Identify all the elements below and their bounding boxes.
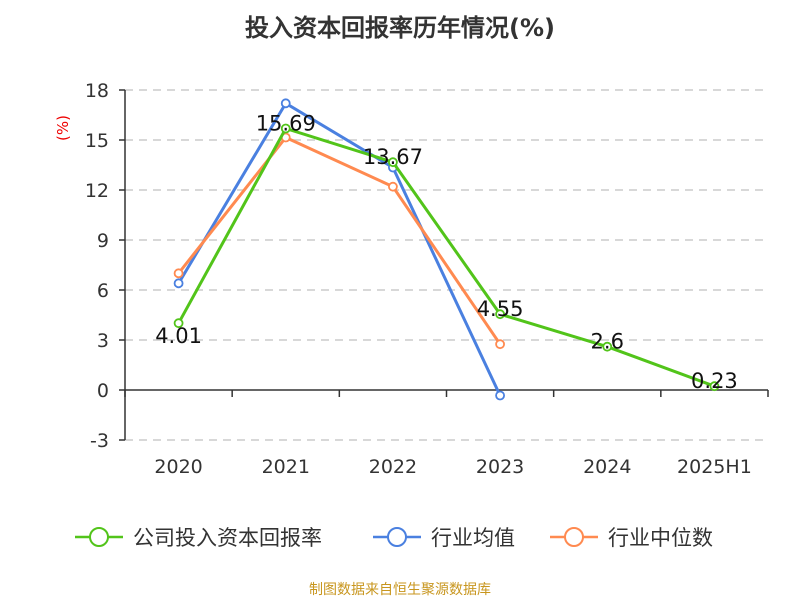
- y-tick-label: 18: [85, 80, 109, 102]
- y-tick-label: 15: [85, 130, 109, 152]
- series-line: [177, 126, 715, 388]
- data-point: [173, 318, 184, 329]
- data-point: [388, 157, 398, 168]
- legend-marker: [89, 527, 109, 547]
- data-point: [173, 268, 184, 279]
- data-point: [280, 123, 291, 134]
- data-label: 0.23: [691, 369, 738, 393]
- chart-title: 投入资本回报率历年情况(%): [245, 14, 555, 42]
- source-note: 制图数据来自恒生聚源数据库: [309, 582, 491, 598]
- series-line: [177, 135, 502, 346]
- data-label: 15.69: [256, 112, 316, 136]
- y-tick-label: 3: [97, 330, 109, 352]
- data-point: [388, 181, 398, 192]
- data-point: [495, 390, 505, 401]
- legend-label: 公司投入资本回报率: [133, 526, 322, 550]
- x-tick-label: 2023: [476, 456, 524, 478]
- data-point: [173, 278, 184, 289]
- legend-marker: [387, 527, 407, 547]
- data-label: 2.6: [591, 330, 624, 354]
- legend-label: 行业均值: [431, 526, 515, 550]
- data-point: [709, 381, 720, 392]
- data-label: 4.01: [155, 324, 202, 348]
- series-line: [177, 101, 502, 397]
- legend-label: 行业中位数: [608, 526, 713, 550]
- y-tick-label: 12: [85, 180, 109, 202]
- x-tick-label: 2021: [262, 456, 310, 478]
- y-tick-label: -3: [90, 430, 109, 452]
- data-label: 4.55: [477, 297, 524, 321]
- data-label: 13.67: [363, 145, 423, 169]
- data-point: [495, 309, 505, 320]
- legend-marker: [564, 527, 584, 547]
- x-tick-label: 2024: [583, 456, 631, 478]
- y-tick-label: 0: [97, 380, 109, 402]
- y-axis-label: (%): [54, 115, 72, 141]
- x-tick-label: 2020: [154, 456, 202, 478]
- x-tick-label: 2025H1: [677, 456, 752, 478]
- y-tick-label: 9: [97, 230, 109, 252]
- y-tick-label: 6: [97, 280, 109, 302]
- data-point: [602, 341, 613, 352]
- x-tick-label: 2022: [369, 456, 417, 478]
- data-point: [280, 98, 291, 109]
- data-point: [495, 339, 505, 350]
